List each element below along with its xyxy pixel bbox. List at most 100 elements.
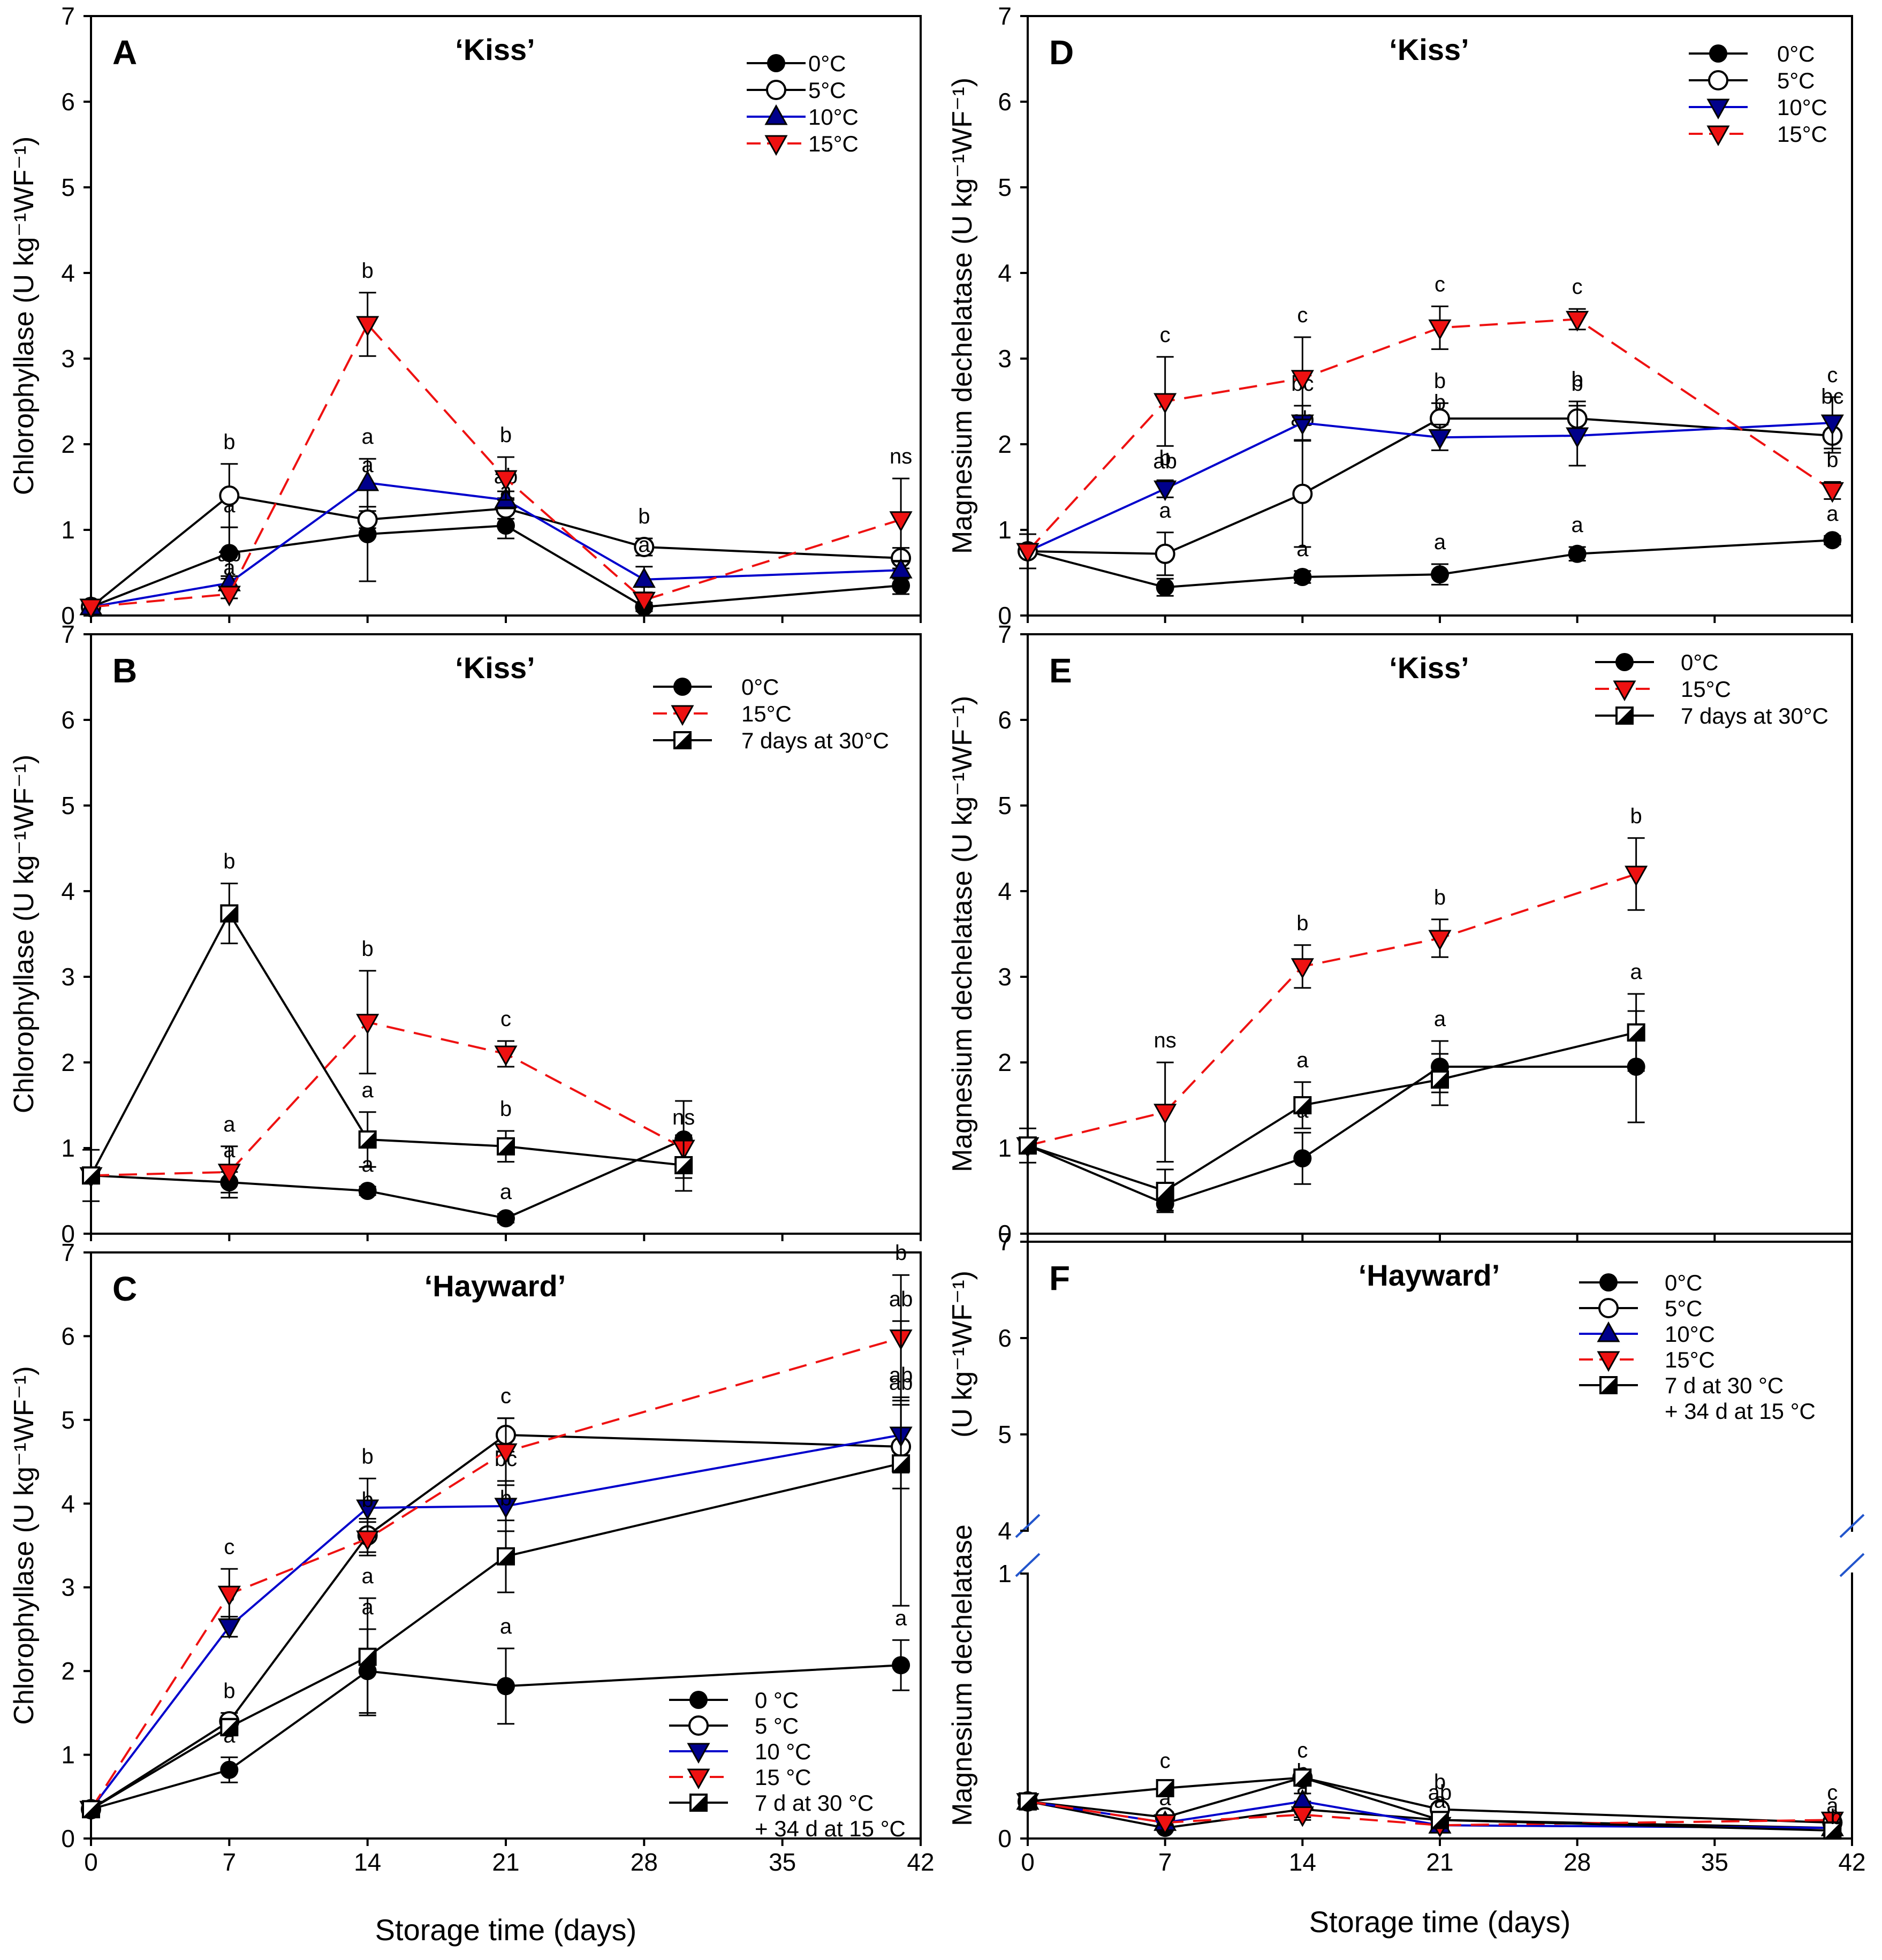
data-point [220, 904, 239, 923]
legend-label: 15°C [1681, 677, 1731, 702]
marker-half-fill [221, 1719, 238, 1735]
significance-label: ab [1428, 1781, 1452, 1804]
legend-marker [689, 1691, 708, 1709]
data-point [1155, 543, 1175, 564]
data-point [1431, 565, 1449, 584]
y-tick-label: 2 [61, 1049, 75, 1076]
data-point [217, 1585, 241, 1607]
panel-label: C [112, 1270, 137, 1308]
data-point [1293, 1149, 1312, 1168]
y-tick-label: 1 [61, 1741, 75, 1769]
legend-marker [1598, 1298, 1619, 1318]
data-point [358, 525, 377, 543]
significance-label: b [500, 1097, 512, 1121]
panel-E: 0 1 2 3 4 5 6 7 Magnesium dechelatase (U kg⁻¹WF⁻… [947, 620, 1853, 1248]
data-point [358, 1647, 377, 1666]
y-tick-label: 5 [61, 792, 75, 819]
y-axis-label: Chlorophyllase (U kg⁻¹WF⁻¹) [9, 136, 40, 495]
significance-label: a [1630, 960, 1643, 984]
legend-label: 0°C [808, 51, 846, 76]
series-line [1027, 873, 1637, 1147]
legend-marker [687, 1743, 710, 1764]
series-7-days-at-30-c: b a b ns [82, 850, 695, 1192]
y-tick-label: 1 [998, 1560, 1012, 1587]
significance-label: b [500, 423, 512, 447]
data-point [889, 558, 913, 579]
y-axis-label: Magnesium dechelatase (U kg⁻¹WF⁻¹) [947, 696, 978, 1172]
legend-marker [1615, 653, 1634, 671]
y-tick-label: 6 [998, 706, 1012, 734]
x-tick-label: 14 [1289, 1848, 1316, 1876]
legend-label: 15 °C [755, 1765, 811, 1790]
data-point [1293, 1768, 1312, 1787]
significance-label: c [500, 1007, 511, 1031]
data-point [1566, 310, 1589, 332]
data-point [892, 1656, 910, 1675]
marker-half-fill [893, 1455, 909, 1472]
data-point [357, 509, 378, 530]
data-point [356, 316, 380, 337]
data-point [82, 1166, 100, 1185]
series-line [1027, 318, 1833, 552]
legend-label: 10°C [1777, 95, 1827, 120]
marker-half-fill [1294, 1097, 1311, 1113]
significance-label: a [362, 425, 374, 449]
legend-label: 0°C [1665, 1270, 1703, 1295]
legend-marker [1709, 44, 1727, 63]
significance-label: b [500, 1487, 512, 1510]
series-line [90, 524, 901, 609]
marker-half-fill [498, 1548, 514, 1564]
marker-half-fill [1628, 1024, 1644, 1040]
y-tick-label: 5 [61, 1406, 75, 1434]
marker-half-fill [1432, 1812, 1448, 1828]
y-tick-label: 1 [61, 516, 75, 544]
data-point [356, 1014, 380, 1035]
y-tick-label: 0 [998, 1220, 1012, 1248]
x-tick-label: 35 [769, 1848, 796, 1876]
series-line [90, 494, 901, 608]
legend-label: 15°C [1777, 121, 1827, 147]
significance-label: b [1434, 1771, 1446, 1794]
significance-label: a [638, 533, 650, 557]
legend-label: 10°C [1665, 1321, 1715, 1347]
x-tick-label: 7 [223, 1848, 237, 1876]
legend-label: 15°C [741, 701, 792, 726]
data-point [497, 1547, 515, 1566]
legend-marker [1597, 1351, 1620, 1372]
x-tick-label: 35 [1701, 1848, 1728, 1876]
data-point [1625, 865, 1648, 887]
data-point [220, 544, 239, 563]
significance-label: b [1572, 368, 1583, 391]
y-tick-label: 1 [61, 1134, 75, 1162]
axis-break-mark [1015, 1553, 1041, 1577]
marker-half-fill [359, 1648, 376, 1665]
legend-label: 7 d at 30 °C [755, 1790, 874, 1815]
significance-label: b [362, 937, 374, 961]
panel-title: ‘Kiss’ [1389, 651, 1469, 685]
marker-half-fill [1020, 1137, 1036, 1154]
significance-label: b [362, 1445, 374, 1468]
significance-label: b [223, 850, 235, 873]
series-0-c: aa [1019, 1007, 1645, 1213]
significance-label: a [1826, 1794, 1839, 1818]
y-tick-label: 7 [61, 1239, 75, 1266]
data-point [1428, 930, 1452, 951]
panel-D: 0 1 2 3 4 5 6 7 Magnesium dechelatase (U kg⁻¹WF⁻… [947, 2, 1853, 629]
significance-label: ns [890, 445, 912, 468]
legend-marker [671, 705, 694, 726]
panel-label: B [112, 651, 137, 690]
data-point [497, 1137, 515, 1156]
significance-label: a [1434, 530, 1446, 554]
y-tick-label: 2 [61, 430, 75, 458]
data-point [356, 1499, 380, 1521]
series-10-c: bbcbbc [1016, 363, 1844, 564]
data-point [1154, 1814, 1177, 1835]
y-tick-label: 0 [998, 1825, 1012, 1852]
legend-marker [1706, 98, 1730, 120]
legend-label: 0°C [1777, 41, 1815, 66]
x-tick-label: 21 [1426, 1848, 1453, 1876]
panel-title: ‘Kiss’ [455, 651, 535, 685]
data-point [494, 1498, 518, 1519]
